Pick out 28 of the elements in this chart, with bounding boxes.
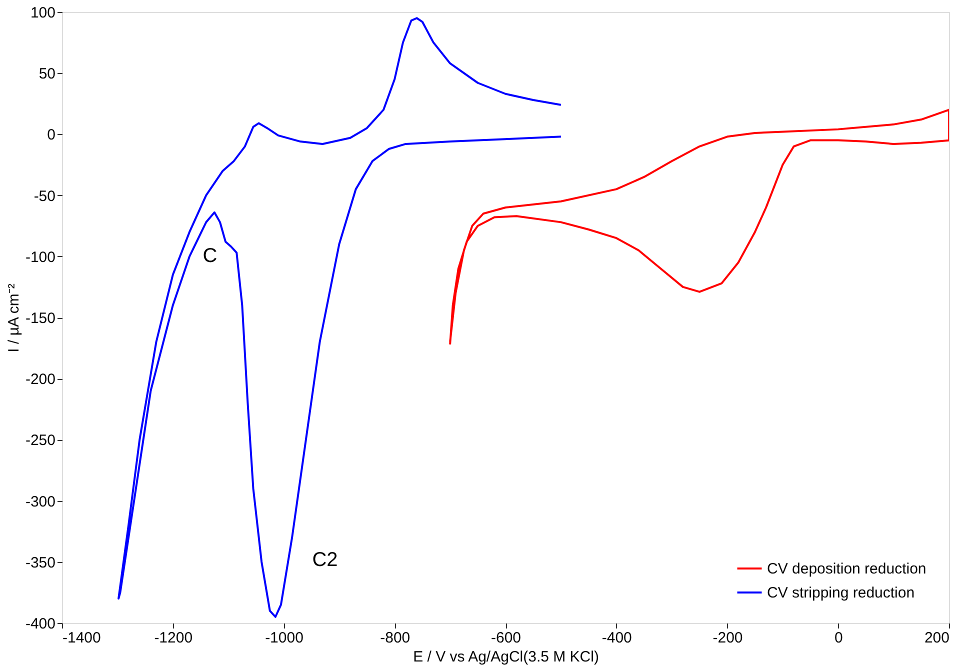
line-series <box>449 108 949 346</box>
annotation: C2 <box>312 549 338 571</box>
legend-label: CV stripping reduction <box>767 584 915 602</box>
x-tick-label: -1200 <box>154 630 193 646</box>
y-tick-label: -300 <box>25 493 56 510</box>
x-tick-label: 0 <box>834 630 843 646</box>
y-tick-label: -200 <box>25 371 56 388</box>
y-tick-label: 0 <box>47 126 56 144</box>
y-tick-label: -50 <box>34 188 56 205</box>
y-tick-label: 50 <box>38 66 56 83</box>
x-tick-label: 200 <box>924 630 950 646</box>
x-tick-label: -400 <box>602 630 632 646</box>
y-tick-label: -350 <box>25 554 56 572</box>
annotation: C <box>202 245 218 267</box>
x-tick-label: -1400 <box>62 630 101 646</box>
y-tick-label: -250 <box>25 432 56 450</box>
y-tick-label: -100 <box>25 248 56 266</box>
y-tick-label: -400 <box>25 616 56 632</box>
x-axis-title: E / V vs Ag/AgCl(3.5 M KCl) <box>413 648 599 666</box>
x-tick-label: -600 <box>490 630 522 646</box>
x-tick-label: -1000 <box>265 630 304 646</box>
y-axis-title: I / µA cm⁻² <box>5 284 22 352</box>
y-tick-label: -150 <box>25 310 56 327</box>
x-tick-label: -200 <box>712 630 743 646</box>
x-tick-label: -800 <box>380 630 410 646</box>
line-series <box>118 17 562 618</box>
y-tick-label: 100 <box>30 4 56 22</box>
legend-label: CV deposition reduction <box>767 560 926 578</box>
